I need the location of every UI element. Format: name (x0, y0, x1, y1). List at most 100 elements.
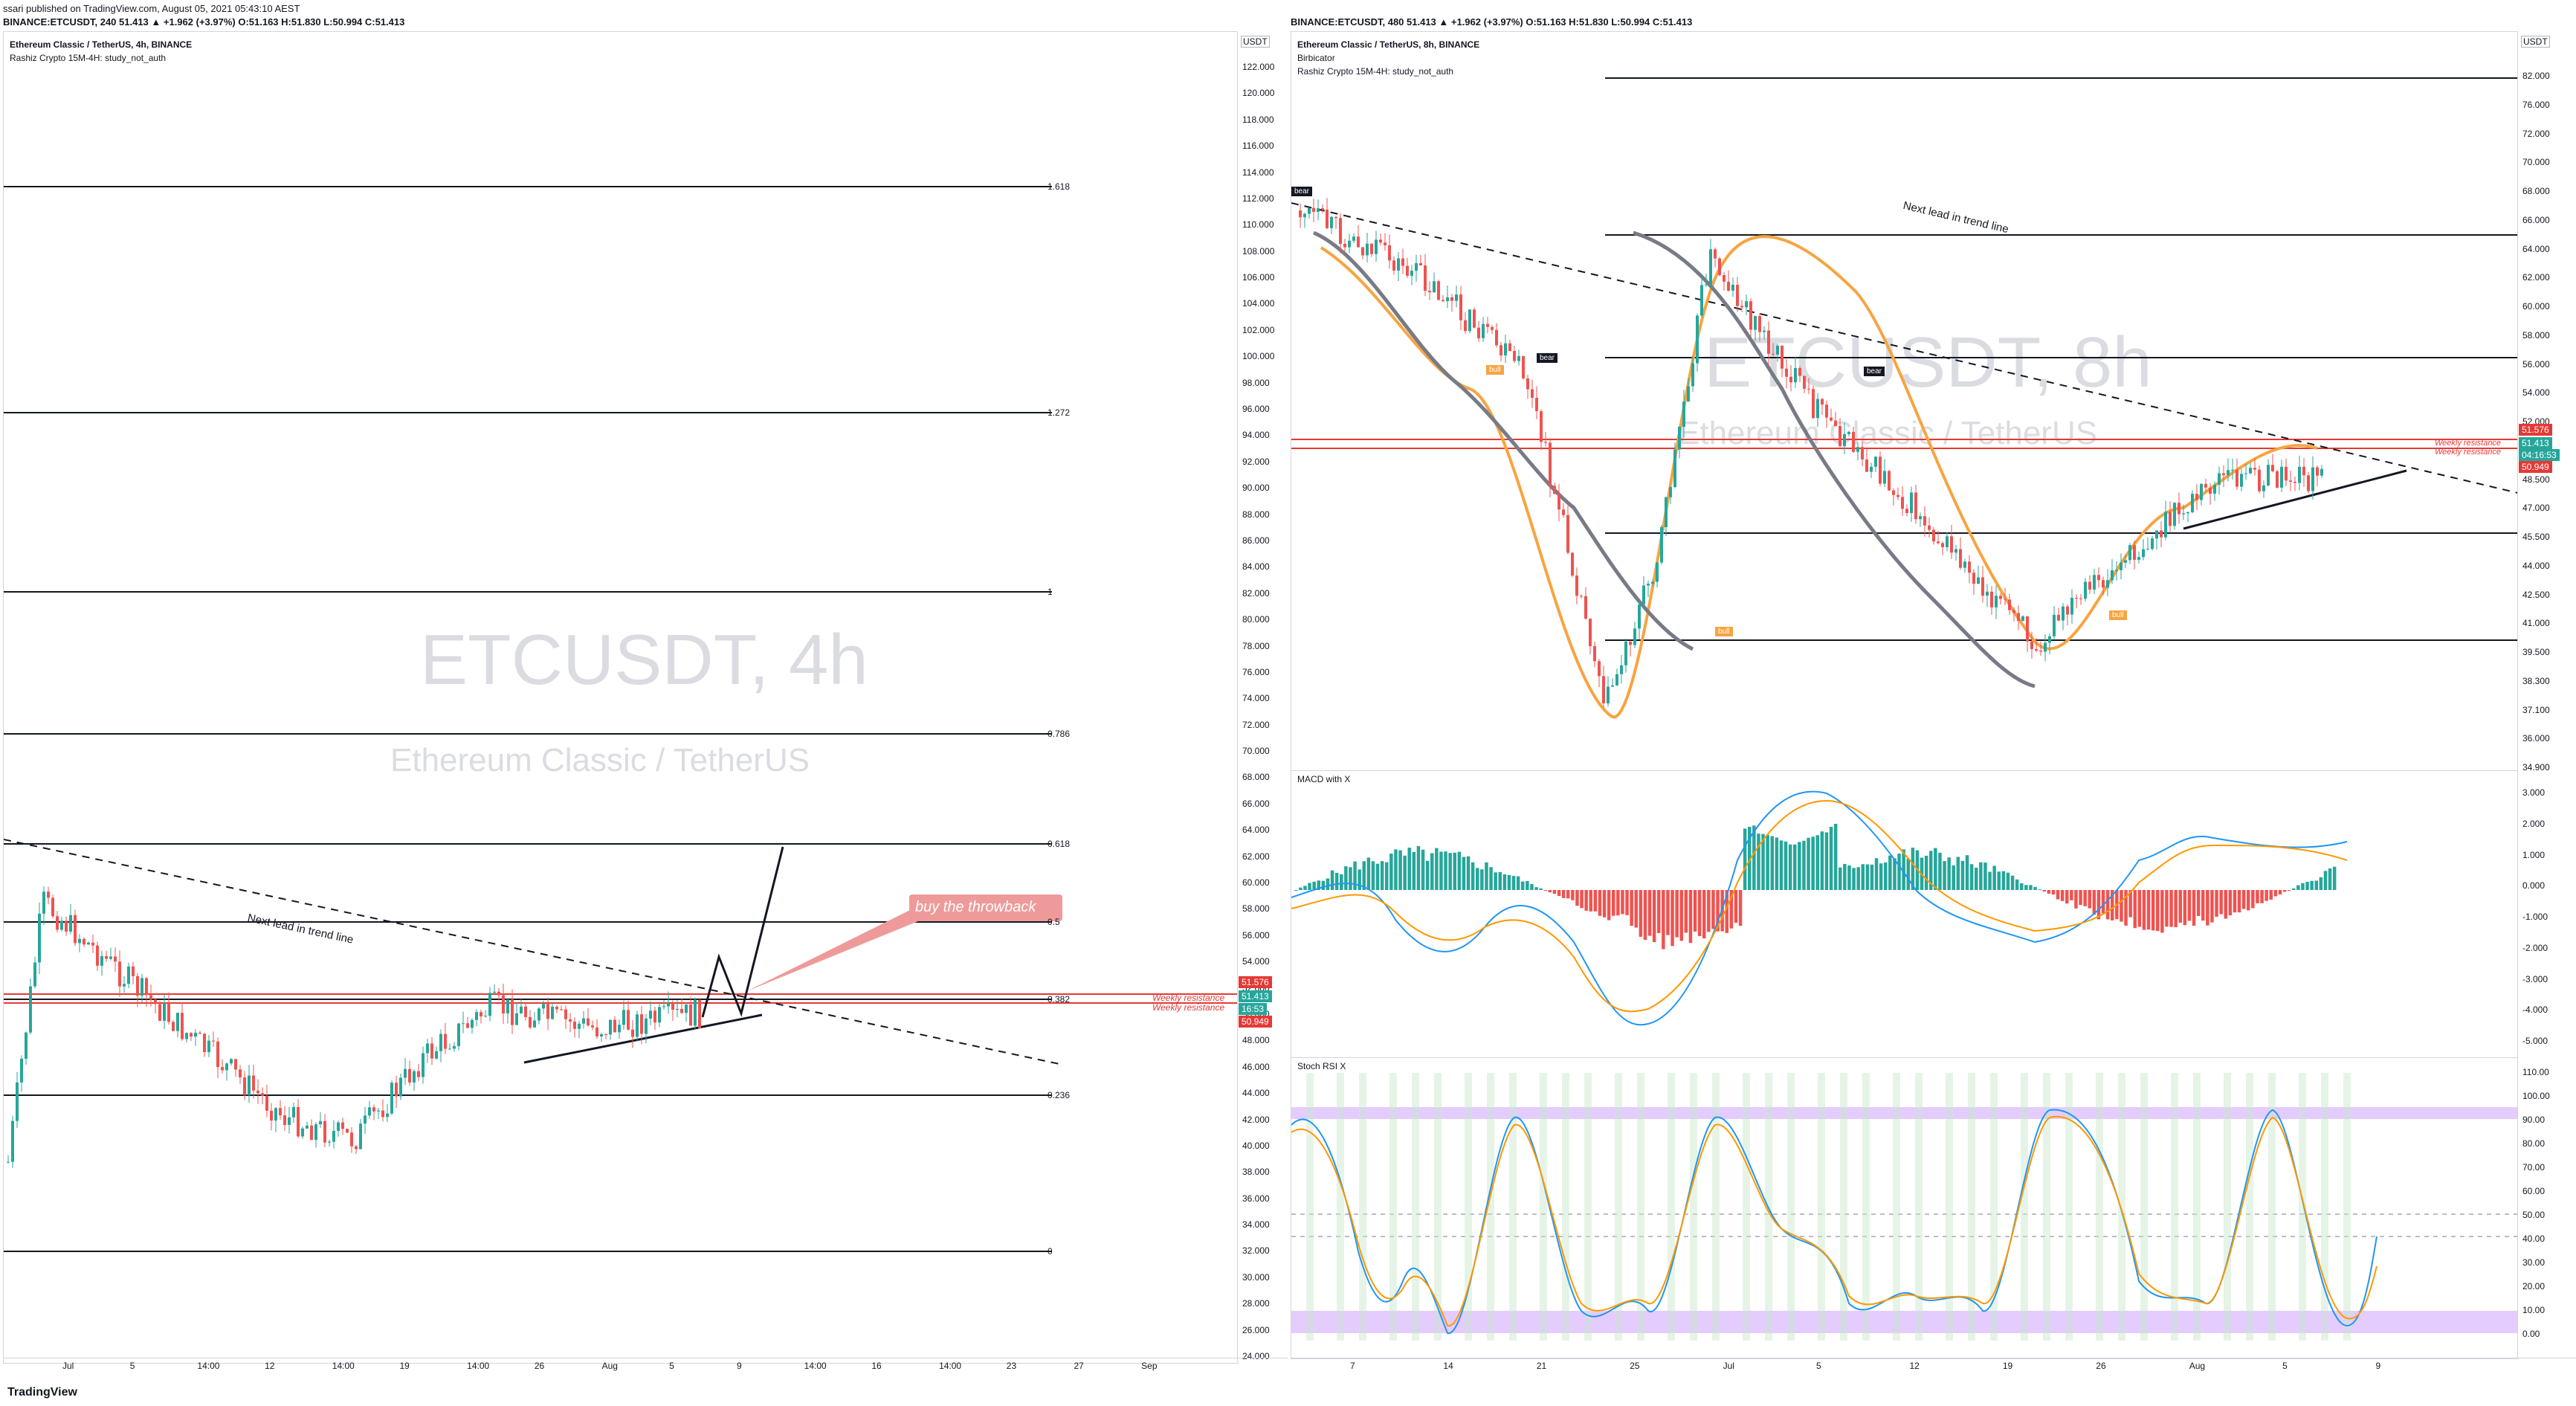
right-time-axis[interactable]: 7 14 21 25 Jul 5 12 19 26 Aug 5 9 (1291, 1358, 2576, 1373)
candle-body (448, 1048, 451, 1050)
macd-bar (2137, 890, 2142, 927)
macd-tick: -5.000 (2522, 1036, 2548, 1046)
callout-label: buy the throwback (915, 899, 1036, 915)
stoch-rsi-pane[interactable]: Stoch RSI X (1291, 1057, 2519, 1359)
candle-body (163, 1002, 166, 1021)
candle-body (2066, 606, 2069, 615)
macd-bar (1752, 825, 1756, 890)
macd-bar (1988, 871, 1992, 890)
candle-body (1620, 665, 1623, 674)
fib-label: 0 (1047, 1246, 1053, 1257)
tradingview-logo[interactable]: TradingView (7, 1386, 77, 1399)
candle-body (1410, 271, 1413, 276)
macd-bar (1847, 865, 1851, 890)
right-price-pane[interactable]: Ethereum Classic / TetherUS, 8h, BINANCE… (1291, 31, 2519, 776)
macd-bar (1798, 842, 1801, 890)
macd-bar (1489, 867, 1493, 890)
macd-bar (1380, 861, 1384, 890)
macd-bar (2219, 890, 2223, 915)
macd-pane[interactable]: MACD with X (1291, 770, 2519, 1059)
candle-body (7, 1161, 10, 1163)
candle-body (243, 1077, 246, 1095)
stoch-tick: 80.00 (2522, 1138, 2546, 1149)
macd-bar (1407, 848, 1411, 890)
candle-body (1821, 399, 1824, 405)
macd-bar (1647, 890, 1652, 936)
candle-body (1812, 389, 1815, 419)
right-weekly-resistance-2: Weekly resistance (2435, 448, 2502, 457)
candle-body (1834, 420, 1837, 426)
left-price-tick: 108.000 (1242, 245, 1275, 257)
macd-bar (2029, 885, 2033, 890)
macd-bar (1334, 872, 1339, 890)
stoch-tick: 0.00 (2522, 1329, 2540, 1339)
fib-label: 0.382 (1047, 994, 1071, 1004)
left-price-axis[interactable]: USDT 122.000 120.000 118.000 116.000 114.000… (1237, 31, 1288, 1362)
macd-bar (1548, 890, 1552, 893)
right-price-tick: 60.000 (2522, 301, 2550, 312)
left-price-tick: 46.000 (1242, 1061, 1270, 1072)
candle-body (2307, 475, 2310, 491)
macd-bar (1511, 876, 1516, 890)
candle-body (1401, 258, 1404, 266)
candle-body (1437, 281, 1440, 300)
candle-body (332, 1130, 335, 1142)
candle-body (1825, 404, 1828, 418)
right-badge-timer: 04:16:53 (2519, 449, 2560, 461)
candle-body (239, 1069, 242, 1077)
candle-body (1549, 442, 1552, 486)
stoch-signal-stripe (1637, 1073, 1644, 1341)
left-time-tick: Jul (62, 1361, 74, 1371)
candle-body (1575, 575, 1578, 596)
stoch-signal-stripe (2021, 1073, 2028, 1341)
macd-bar (2201, 890, 2205, 921)
stoch-signal-stripe (1412, 1073, 1419, 1341)
candle-body (1343, 243, 1346, 248)
candle-body (2302, 466, 2305, 476)
macd-bar (1983, 862, 1987, 890)
candle-body (622, 1010, 625, 1025)
candle-body (2222, 473, 2225, 476)
candle-body (1665, 497, 1668, 528)
right-price-tick: 48.500 (2522, 474, 2550, 485)
candle-body (488, 993, 491, 1016)
candle-body (1303, 213, 1306, 218)
candle-body (1651, 581, 1654, 584)
stoch-signal-stripe (1434, 1073, 1442, 1341)
stoch-axis[interactable]: 110.00 100.00 90.00 80.00 70.00 60.00 50.00 40.… (2517, 1057, 2576, 1358)
fib-label: 0.236 (1047, 1090, 1071, 1100)
macd-bar (1394, 849, 1398, 890)
left-time-tick: 5 (669, 1361, 674, 1371)
candle-body (1928, 525, 1931, 530)
candle-body (551, 1006, 554, 1019)
right-price-axis[interactable]: USDT 82.000 76.000 72.000 70.000 68.000 66.00… (2517, 31, 2576, 775)
candle-body (676, 1008, 679, 1010)
candle-body (194, 1032, 197, 1037)
macd-bar (2192, 890, 2196, 926)
macd-bar (2165, 890, 2169, 927)
macd-bar (2323, 871, 2328, 890)
right-price-tick: 58.000 (2522, 329, 2550, 341)
candle-body (658, 1007, 661, 1023)
candle-body (2293, 481, 2296, 483)
candle-body (2204, 483, 2207, 488)
candle-body (1977, 577, 1980, 584)
macd-bar (2120, 890, 2123, 922)
stoch-signal-stripe (2118, 1073, 2125, 1341)
macd-axis[interactable]: 3.000 2.000 1.000 0.000 -1.000 -2.000 -3.000 -4… (2517, 770, 2576, 1057)
candle-body (542, 1004, 545, 1009)
macd-bar (1833, 823, 1838, 890)
macd-bar (1485, 862, 1488, 890)
left-chart-pane[interactable]: Ethereum Classic / TetherUS, 4h, BINANCE… (3, 31, 1239, 1364)
macd-bar (2215, 890, 2218, 918)
macd-bar (1430, 853, 1434, 890)
macd-bar (1852, 868, 1856, 890)
candle-body (1758, 316, 1761, 332)
candle-body (181, 1013, 184, 1039)
macd-tick: 2.000 (2522, 818, 2546, 829)
candle-body (1598, 661, 1601, 677)
right-time-tick: 12 (1909, 1361, 1920, 1371)
macd-bar (1770, 836, 1774, 890)
macd-bar (2092, 890, 2096, 915)
left-time-axis[interactable]: Jul 5 14:00 12 14:00 19 14:00 26 Aug 5 9 14:00 16 14:… (3, 1358, 1288, 1373)
